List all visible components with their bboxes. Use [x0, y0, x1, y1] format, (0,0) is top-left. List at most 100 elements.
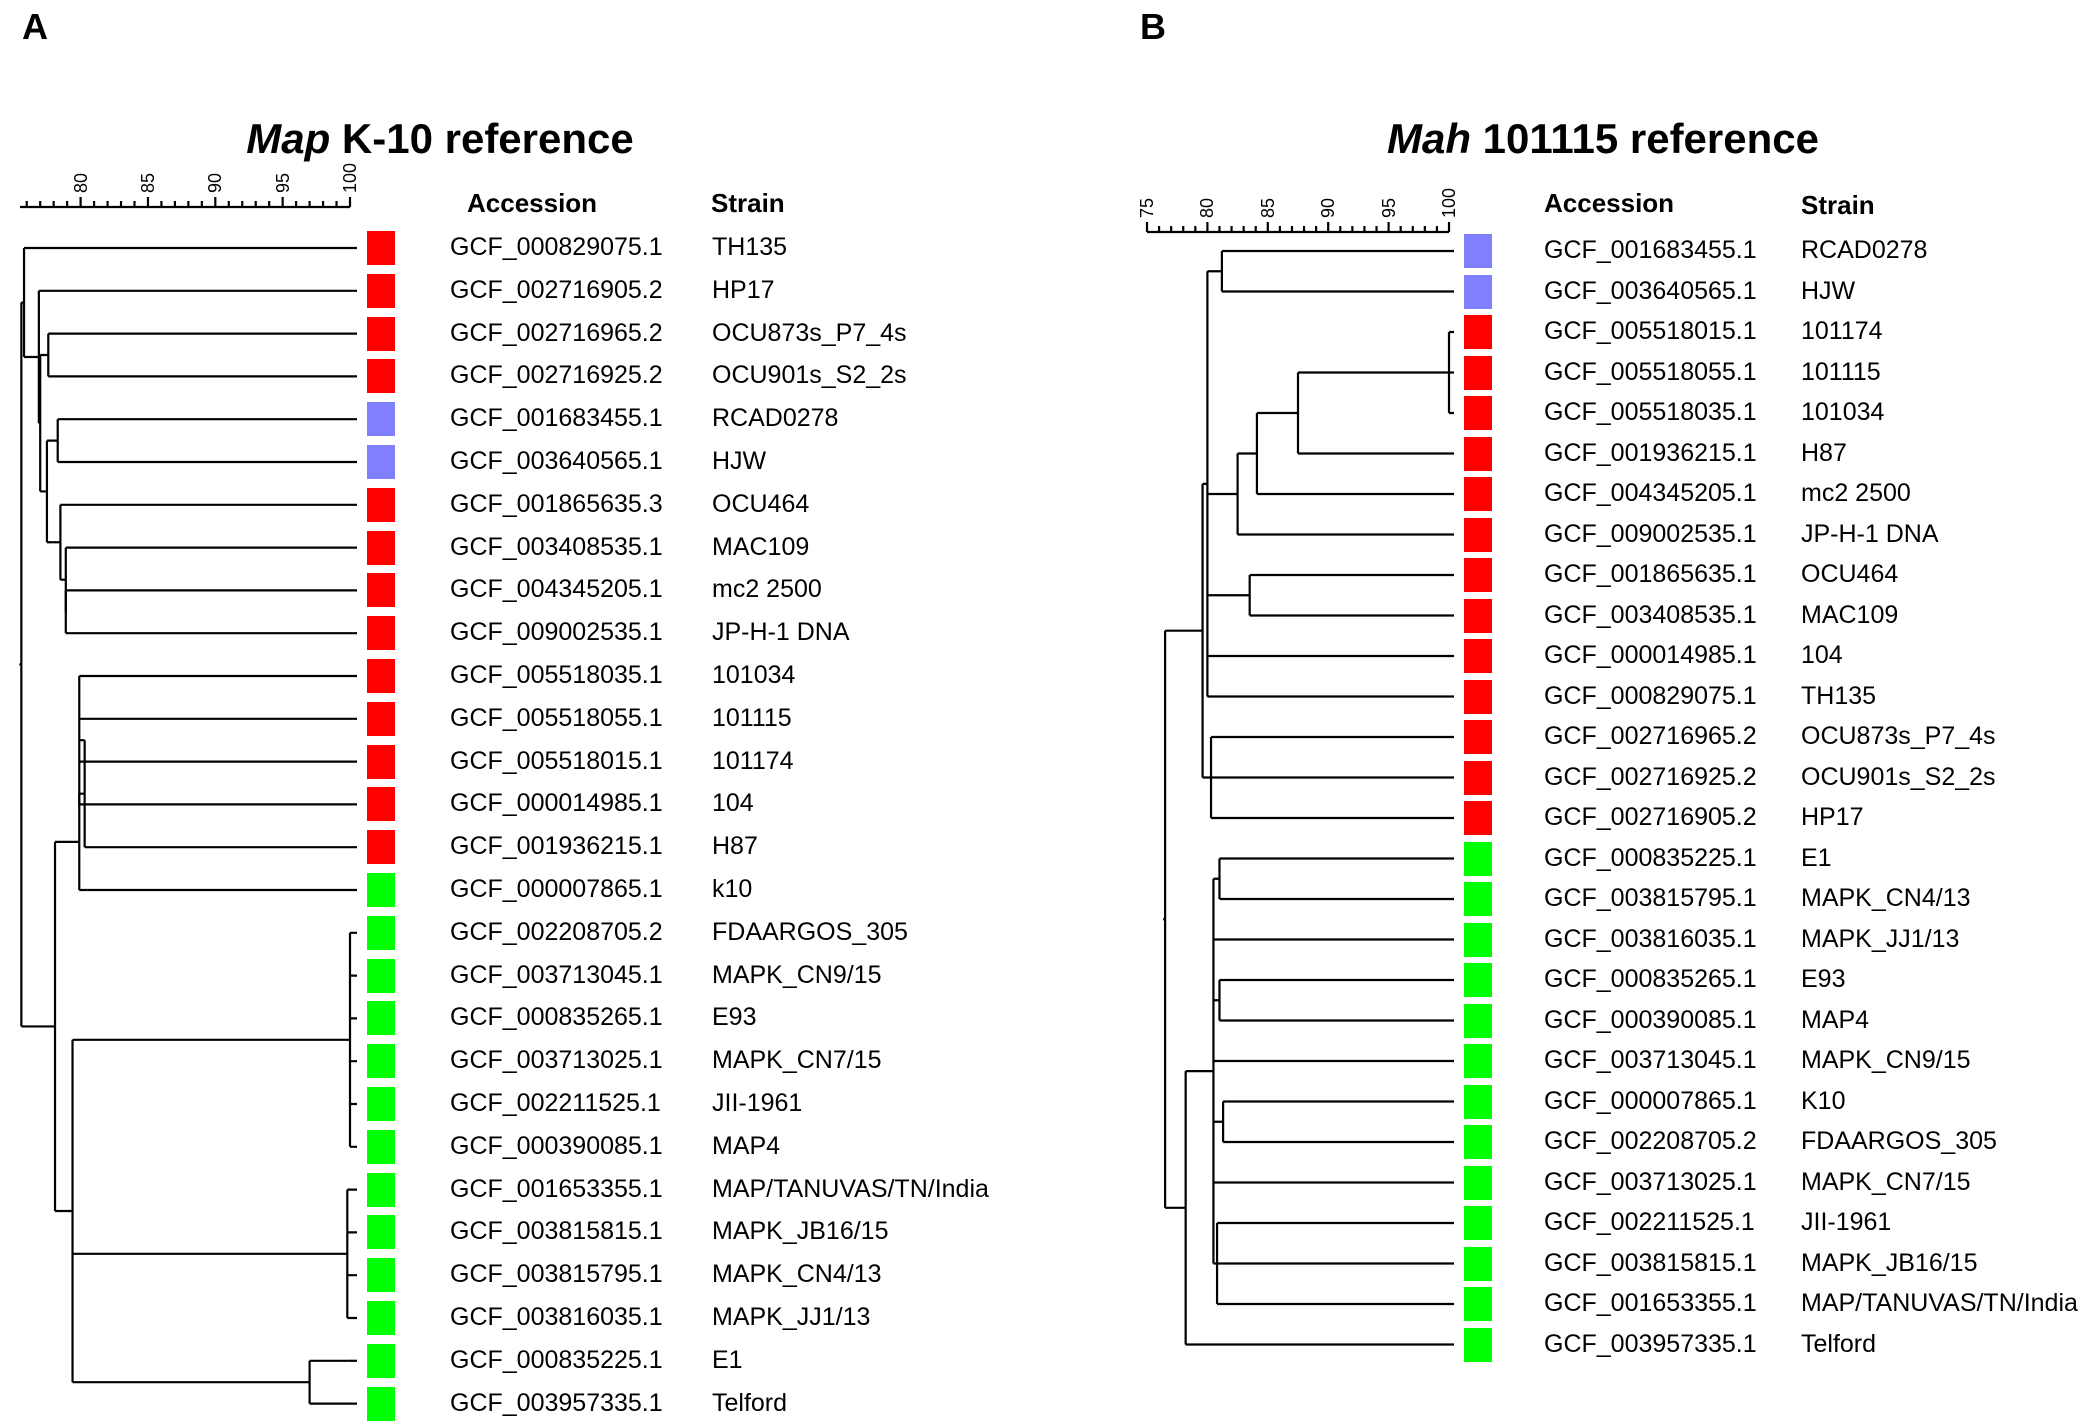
strain-label: MAPK_JB16/15: [1801, 1248, 1978, 1277]
accession-label: GCF_005518015.1: [1544, 317, 1757, 345]
group-color-square: [367, 1001, 395, 1036]
group-color-square: [367, 616, 395, 651]
group-color-square: [1464, 963, 1492, 997]
group-color-square: [367, 445, 395, 479]
tree-branch: [346, 1188, 357, 1320]
accession-label: GCF_001936215.1: [450, 832, 663, 861]
strain-label: JII-1961: [1801, 1208, 1892, 1236]
group-color-square: [367, 273, 395, 308]
group-color-square: [1464, 1206, 1492, 1240]
group-color-square: [1464, 436, 1492, 471]
axis-tick-label: 85: [137, 172, 158, 193]
strain-label: MAP4: [712, 1131, 781, 1160]
strain-label: HP17: [1801, 803, 1864, 831]
accession-label: GCF_002716905.2: [450, 275, 663, 304]
accession-label: GCF_002716925.2: [1544, 762, 1757, 791]
strain-label: Telford: [712, 1388, 788, 1417]
tree-branch: [1218, 857, 1454, 901]
accession-label: GCF_003957335.1: [450, 1388, 663, 1417]
accession-label: GCF_002716905.2: [1544, 803, 1757, 831]
strain-label: E1: [1801, 843, 1832, 872]
group-color-square: [367, 316, 395, 351]
group-color-square: [1464, 558, 1492, 592]
strain-label: 101034: [1801, 398, 1885, 426]
group-color-square: [1464, 639, 1492, 673]
group-color-square: [1464, 922, 1492, 957]
group-color-square: [1464, 1084, 1492, 1119]
accession-label: GCF_003815815.1: [450, 1217, 663, 1246]
strain-label: H87: [1801, 438, 1847, 467]
panel-b-title-rest: 101115 reference: [1471, 115, 1819, 162]
tree-branch: [79, 739, 357, 849]
strain-label: Telford: [1801, 1329, 1877, 1358]
axis-tick-label: 100: [340, 162, 360, 193]
accession-label: GCF_009002535.1: [450, 618, 663, 647]
strain-label: FDAARGOS_305: [1801, 1127, 1997, 1155]
group-color-square: [1464, 882, 1492, 916]
tree-branch: [1212, 877, 1454, 1265]
axis-tick-label: 85: [1257, 197, 1278, 218]
tree-branch: [22, 246, 357, 359]
strain-label: MAPK_CN9/15: [1801, 1046, 1971, 1074]
accession-label: GCF_001653355.1: [1544, 1289, 1757, 1317]
strain-label: HJW: [1801, 276, 1856, 305]
group-color-square: [367, 1258, 395, 1293]
accession-label: GCF_002716965.2: [1544, 722, 1757, 750]
strain-label: 104: [712, 789, 754, 818]
strain-label: HP17: [712, 275, 775, 304]
group-color-square: [367, 744, 395, 779]
header-accession-b: Accession: [1544, 188, 1675, 218]
accession-label: GCF_002716925.2: [450, 361, 663, 390]
tree-branch: [1215, 1221, 1454, 1306]
panel-a-label: A: [22, 6, 48, 47]
strain-label: H87: [712, 832, 758, 861]
accession-label: GCF_001683455.1: [1544, 236, 1757, 264]
accession-label: GCF_000014985.1: [1544, 641, 1757, 669]
strain-label: MAPK_JB16/15: [712, 1217, 889, 1246]
group-color-square: [367, 359, 395, 394]
accession-label: GCF_002208705.2: [450, 917, 663, 946]
group-color-square: [1464, 1003, 1492, 1038]
strain-label: E1: [712, 1345, 743, 1374]
accession-label: GCF_000014985.1: [450, 789, 663, 818]
accession-label: GCF_003640565.1: [1544, 276, 1757, 305]
accession-label: GCF_003816035.1: [1544, 924, 1757, 953]
tree-branch: [56, 418, 357, 464]
group-color-square: [1464, 841, 1492, 876]
group-color-square: [367, 487, 395, 522]
accession-label: GCF_003957335.1: [1544, 1329, 1757, 1358]
accession-label: GCF_000835225.1: [1544, 843, 1757, 872]
axis-tick-label: 95: [272, 172, 293, 193]
group-color-square: [367, 1386, 395, 1421]
group-color-square: [367, 659, 395, 693]
strain-label: MAC109: [712, 532, 810, 561]
strain-label: FDAARGOS_305: [712, 917, 908, 946]
group-color-square: [1464, 1044, 1492, 1078]
tree-branch: [1184, 1070, 1454, 1346]
accession-label: GCF_005518055.1: [1544, 357, 1757, 386]
group-color-square: [367, 402, 395, 437]
accession-label: GCF_003815795.1: [1544, 884, 1757, 912]
group-color-square: [367, 573, 395, 608]
axis-tick-label: 90: [205, 172, 226, 193]
strain-label: 104: [1801, 641, 1843, 669]
strain-label: E93: [1801, 965, 1846, 993]
header-accession-a: Accession: [467, 188, 598, 218]
tree-branch: [37, 289, 357, 425]
group-color-square: [367, 1343, 395, 1378]
tree-branch: [1206, 270, 1454, 698]
tree-branch: [1164, 629, 1203, 1209]
tree-branch: [1447, 330, 1454, 415]
strain-label: 101174: [712, 746, 794, 775]
group-color-square: [1464, 315, 1492, 349]
tree-branch: [1248, 573, 1454, 617]
panel-a-title: Map K-10 reference: [246, 115, 634, 163]
accession-label: GCF_003815815.1: [1544, 1248, 1757, 1277]
accession-label: GCF_002211525.1: [450, 1089, 661, 1117]
accession-label: GCF_000829075.1: [450, 233, 663, 261]
tree-branch: [1218, 978, 1454, 1022]
group-color-square: [367, 231, 395, 265]
axis-tick-label: 80: [70, 172, 91, 193]
strain-label: MAPK_CN7/15: [712, 1046, 882, 1075]
accession-label: GCF_001653355.1: [450, 1174, 663, 1203]
